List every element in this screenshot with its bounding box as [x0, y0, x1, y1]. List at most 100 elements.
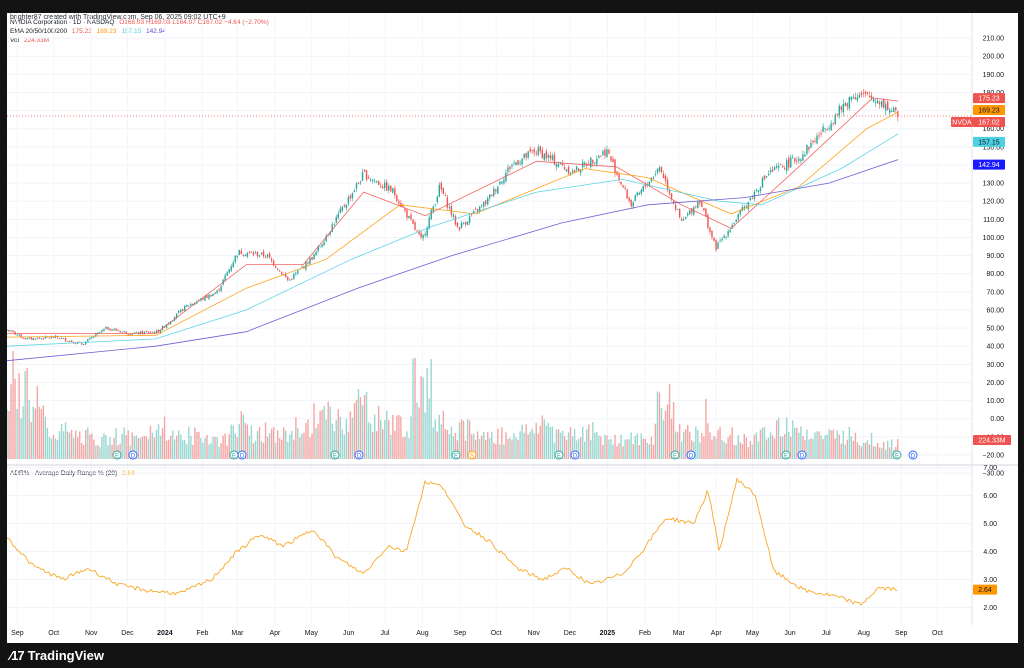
volume-bar [529, 431, 531, 459]
volume-bar [733, 445, 735, 459]
candle-body [182, 309, 184, 311]
candle-body [20, 334, 22, 338]
candle-body [226, 272, 228, 276]
volume-bar [773, 438, 776, 459]
earnings-marker: E [112, 450, 122, 460]
candle-body [606, 149, 608, 157]
volume-bar [499, 444, 501, 459]
time-tick-label: Feb [639, 630, 651, 637]
candle-body [113, 329, 115, 331]
candle-body [828, 128, 830, 130]
candle-body [145, 331, 148, 332]
volume-bar [565, 439, 568, 459]
legend-title: NVIDIA Corporation · 1D · NASDAQ [10, 19, 115, 26]
volume-bar [882, 441, 885, 459]
legend-vol-row[interactable]: Vol 224.33M [10, 37, 52, 44]
price-tick-label: 110.00 [983, 217, 1004, 224]
candle-body [511, 164, 513, 167]
candle-body [812, 140, 814, 143]
marker-circle [467, 450, 477, 460]
candle-body [452, 214, 455, 217]
candle-body [464, 222, 467, 225]
candle-body [727, 231, 729, 236]
volume-bar [224, 433, 226, 459]
volume-bar [854, 432, 857, 459]
candle-body [81, 343, 83, 345]
volume-bar [509, 437, 511, 459]
volume-bar [800, 426, 802, 459]
candle-body [777, 165, 780, 168]
candle-body [462, 223, 465, 225]
candle-body [664, 175, 667, 181]
volume-bar [353, 403, 356, 459]
volume-bar [87, 427, 89, 459]
volume-bar [299, 437, 301, 459]
time-tick-label: Mar [231, 630, 244, 637]
volume-bar [143, 435, 146, 459]
candle-body [12, 330, 14, 332]
time-tick-label: Oct [491, 630, 502, 637]
adr-series-line [7, 477, 898, 606]
volume-bar [723, 441, 725, 459]
volume-bar [596, 431, 598, 459]
volume-bar [428, 398, 430, 459]
marker-letter: D [357, 454, 362, 460]
volume-bar [693, 441, 695, 459]
candle-body [331, 224, 333, 232]
volume-bar [309, 437, 311, 459]
candle-body [525, 153, 527, 158]
candle-body [895, 107, 897, 110]
volume-bar [575, 440, 578, 459]
volume-bar [8, 411, 10, 459]
chart-frame: brighter87 created with TradingView.com,… [7, 13, 1018, 643]
candle-body [321, 244, 323, 247]
candle-body [689, 210, 691, 214]
volume-bar [450, 426, 453, 459]
candle-body [810, 142, 812, 148]
candle-body [775, 165, 778, 168]
candle-body [305, 261, 307, 270]
marker-letter: D [800, 454, 805, 460]
volume-bar [438, 414, 440, 459]
adr-badge: 2.64 [973, 584, 997, 595]
volume-bar [398, 414, 400, 459]
candle-body [527, 151, 529, 158]
volume-bar [127, 430, 129, 459]
tradingview-logo[interactable]: ⁄17 TradingView [10, 648, 104, 663]
candle-body [252, 252, 255, 255]
candle-body [390, 185, 392, 192]
volume-bar [218, 446, 220, 459]
marker-letter: D [240, 454, 245, 460]
volume-bar [713, 436, 715, 459]
adr-axis[interactable]: 7.00 6.00 5.00 4.00 3.00 2.00 [983, 465, 997, 612]
candle-body [355, 183, 358, 189]
volume-bar [270, 428, 273, 459]
candle-body [68, 340, 71, 342]
candle-body [804, 154, 806, 157]
watermark-text: brighter87 created with TradingView.com,… [10, 14, 226, 21]
volume-bar [390, 434, 392, 459]
tradingview-brand: TradingView [27, 648, 104, 663]
candle-body [119, 331, 121, 333]
legend-ema-row[interactable]: EMA 20/50/100/200 175.23 169.23 157.15 1… [10, 28, 169, 35]
volume-bar [448, 433, 451, 459]
candle-body [596, 158, 598, 165]
candle-body [139, 331, 142, 335]
volume-bar [709, 432, 711, 459]
volume-bar [612, 444, 614, 459]
volume-bar [777, 417, 780, 459]
volume-bar [858, 445, 861, 459]
volume-bar [820, 435, 822, 459]
time-axis[interactable]: Sep Oct Nov Dec 2024 Feb Mar Apr May Jun Jul Aug Sep… [11, 630, 943, 637]
volume-bar [402, 437, 404, 459]
candle-body [117, 329, 119, 332]
volume-bar [503, 444, 505, 459]
volume-bar [91, 433, 93, 459]
volume-bar [567, 432, 570, 459]
candle-body [604, 149, 606, 157]
marker-circle [451, 450, 461, 460]
volume-bar [759, 429, 762, 459]
volume-bar [600, 436, 602, 459]
candle-body [291, 279, 293, 281]
